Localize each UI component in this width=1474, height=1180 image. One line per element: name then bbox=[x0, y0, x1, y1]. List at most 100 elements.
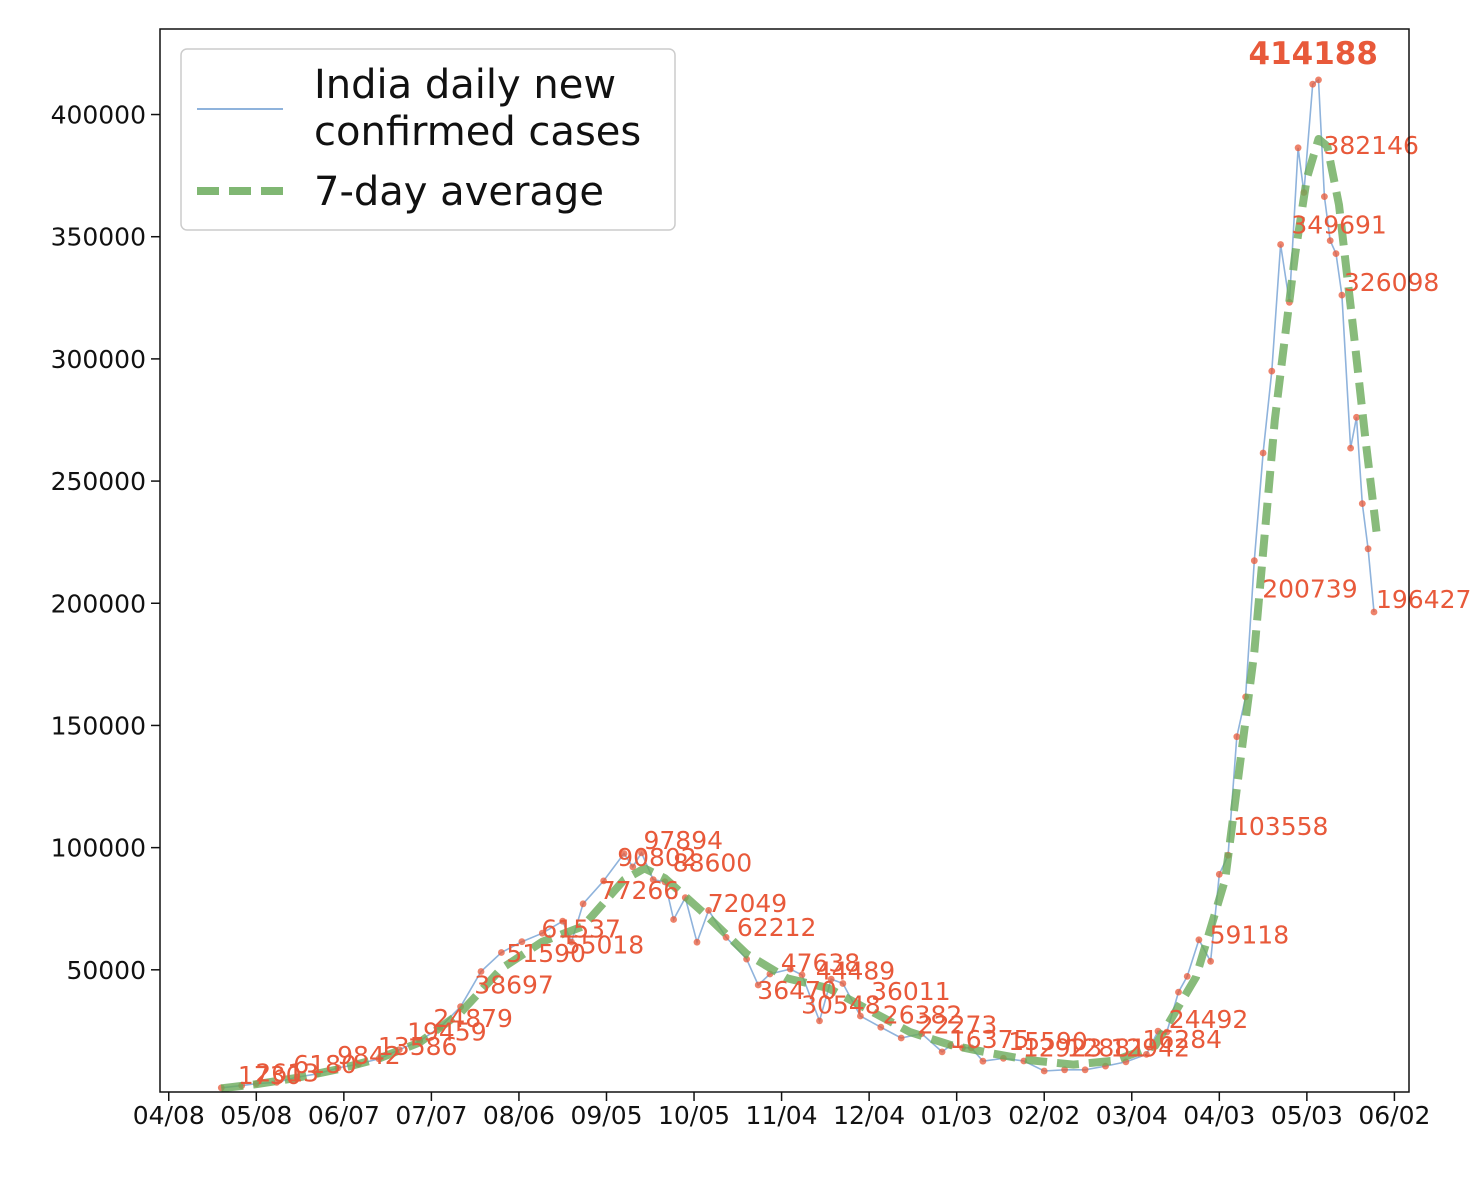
data-label: 9842 bbox=[337, 1041, 401, 1070]
data-label: 77266 bbox=[600, 876, 680, 905]
data-label: 30548 bbox=[801, 990, 881, 1019]
daily-cases-point bbox=[1143, 1051, 1150, 1058]
legend: India daily new confirmed cases 7-day av… bbox=[180, 48, 676, 231]
x-tick-label: 07/07 bbox=[395, 1101, 467, 1130]
x-tick-label: 06/07 bbox=[308, 1101, 380, 1130]
data-label: 26382 bbox=[883, 1001, 963, 1030]
daily-cases-point bbox=[1321, 193, 1328, 201]
x-tick-label: 08/06 bbox=[483, 1101, 555, 1130]
daily-cases-point bbox=[857, 1012, 864, 1020]
data-label: 61537 bbox=[541, 915, 621, 944]
data-label: 1730 bbox=[238, 1061, 302, 1090]
data-label: 44489 bbox=[816, 956, 896, 985]
y-tick-label: 350000 bbox=[51, 223, 146, 252]
data-label: 72049 bbox=[708, 889, 788, 918]
data-label: 326098 bbox=[1344, 268, 1439, 297]
daily-cases-point bbox=[1195, 936, 1203, 944]
data-label: 24492 bbox=[1169, 1005, 1249, 1034]
data-label: 16284 bbox=[1143, 1025, 1223, 1054]
seven-day-average-line bbox=[220, 135, 1381, 1093]
data-label: 88600 bbox=[673, 849, 753, 878]
x-tick-label: 11/04 bbox=[746, 1101, 818, 1130]
data-label: 12881 bbox=[1067, 1034, 1147, 1063]
plot-frame bbox=[159, 28, 1410, 1093]
y-axis: 50000 100000 150000 200000 250000 300000 35000… bbox=[51, 101, 160, 985]
daily-cases-point bbox=[979, 1057, 987, 1065]
data-label: 51590 bbox=[506, 939, 586, 968]
daily-cases-point bbox=[620, 850, 628, 857]
daily-cases-point bbox=[1259, 449, 1267, 457]
daily-cases-point bbox=[1315, 76, 1322, 84]
x-tick-label: 04/08 bbox=[133, 1101, 205, 1130]
daily-cases-point bbox=[1277, 241, 1284, 248]
legend-average-label: 7-day average bbox=[314, 169, 604, 215]
legend-box bbox=[180, 48, 676, 231]
daily-cases-point bbox=[897, 1034, 905, 1042]
data-label: 200739 bbox=[1262, 575, 1357, 604]
legend-daily-label-line2: confirmed cases bbox=[314, 109, 641, 155]
x-tick-label: 05/08 bbox=[220, 1101, 292, 1130]
x-tick-label: 06/02 bbox=[1358, 1101, 1430, 1130]
daily-cases-point bbox=[498, 949, 505, 956]
y-tick-label: 150000 bbox=[51, 711, 146, 740]
data-label: 13586 bbox=[378, 1032, 458, 1061]
daily-cases-point bbox=[1215, 870, 1223, 878]
y-tick-label: 300000 bbox=[51, 345, 146, 374]
x-tick-label: 10/05 bbox=[658, 1101, 730, 1130]
daily-cases-point bbox=[649, 876, 657, 883]
data-label: 349691 bbox=[1291, 211, 1386, 240]
legend-daily-label-line1: India daily new bbox=[314, 62, 616, 108]
daily-cases-point bbox=[1364, 545, 1372, 553]
daily-cases-point bbox=[1268, 367, 1276, 375]
daily-cases-point bbox=[786, 965, 794, 973]
daily-cases-point bbox=[1353, 413, 1360, 421]
data-label: 19459 bbox=[407, 1017, 487, 1046]
data-label: 103558 bbox=[1233, 812, 1328, 841]
x-tick-label: 03/04 bbox=[1096, 1101, 1168, 1130]
y-tick-label: 200000 bbox=[51, 589, 146, 618]
daily-cases-point bbox=[638, 849, 645, 857]
data-label: 62212 bbox=[737, 913, 817, 942]
x-tick-label: 01/03 bbox=[921, 1101, 993, 1130]
data-label: 12923 bbox=[1023, 1033, 1103, 1062]
daily-cases-point bbox=[722, 933, 730, 941]
y-tick-label: 250000 bbox=[51, 467, 146, 496]
data-label: 15590 bbox=[1008, 1027, 1088, 1056]
daily-cases-point bbox=[705, 907, 712, 914]
daily-cases-point bbox=[1338, 291, 1346, 299]
daily-cases-point bbox=[877, 1023, 885, 1031]
data-label: 24879 bbox=[433, 1004, 513, 1033]
data-label: 97894 bbox=[644, 826, 724, 855]
daily-cases-point bbox=[1061, 1066, 1068, 1074]
daily-cases-point bbox=[816, 1017, 823, 1025]
daily-cases-point bbox=[518, 938, 526, 946]
daily-cases-point bbox=[1294, 144, 1302, 152]
data-label: 2613 bbox=[255, 1059, 319, 1088]
data-label: 12942 bbox=[1110, 1033, 1190, 1062]
data-label: 414188 bbox=[1249, 36, 1378, 72]
x-tick-label: 02/02 bbox=[1008, 1101, 1080, 1130]
data-label: 47638 bbox=[781, 949, 861, 978]
daily-cases-point bbox=[1347, 444, 1354, 452]
data-label: 38697 bbox=[474, 970, 554, 999]
data-label: 382146 bbox=[1324, 131, 1419, 160]
daily-cases-point bbox=[568, 938, 575, 946]
data-label: 55018 bbox=[565, 931, 645, 960]
x-tick-label: 05/03 bbox=[1271, 1101, 1343, 1130]
data-label: 59118 bbox=[1210, 921, 1290, 950]
data-label: 196427 bbox=[1376, 585, 1471, 614]
daily-cases-point bbox=[1326, 237, 1334, 245]
daily-cases-point bbox=[1081, 1066, 1089, 1074]
data-label: 36011 bbox=[871, 977, 951, 1006]
daily-cases-point bbox=[798, 971, 806, 979]
daily-cases-point bbox=[827, 975, 835, 983]
daily-cases-point bbox=[1309, 80, 1317, 88]
daily-cases-point bbox=[1233, 733, 1241, 741]
daily-cases-point bbox=[754, 981, 762, 989]
daily-cases-point bbox=[559, 917, 567, 925]
daily-cases-point bbox=[1175, 988, 1182, 996]
daily-cases-point bbox=[579, 900, 587, 908]
data-label: 90802 bbox=[617, 843, 697, 872]
